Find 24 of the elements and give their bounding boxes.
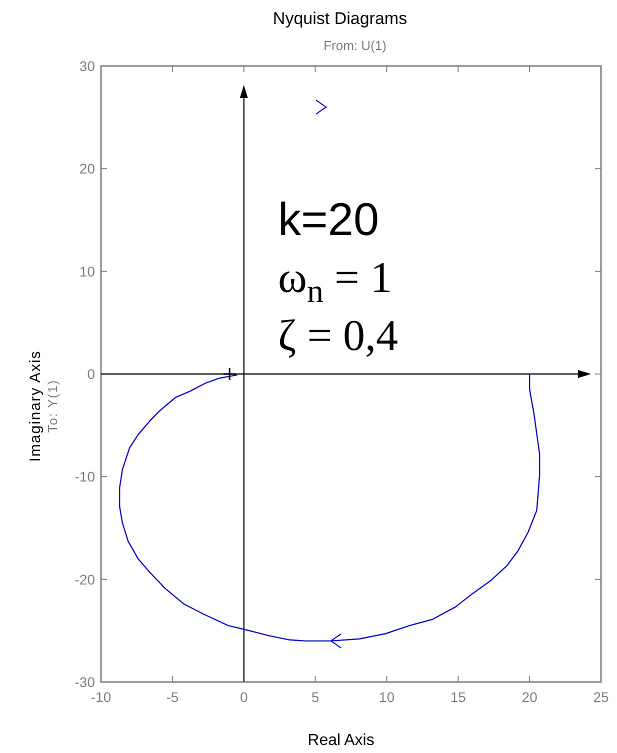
text: To: Y(1)	[45, 379, 60, 433]
y-tick-label: 10	[79, 263, 96, 280]
x-tick-label: 10	[378, 689, 395, 705]
y-tick-label: -20	[74, 571, 96, 588]
y-tick-label: 30	[79, 58, 96, 74]
y-axis-title: Imaginary Axis	[27, 350, 44, 462]
x-tick-label: -10	[90, 689, 112, 705]
x-tick-label: 0	[240, 689, 248, 705]
x-tick-label: 20	[522, 689, 538, 705]
x-tick-label: -5	[166, 689, 179, 705]
line-series	[118, 373, 540, 642]
x-axis-title: Real Axis	[308, 732, 374, 749]
y-tick-label: -30	[74, 674, 96, 690]
annotation: ω$_{n}$ = 1	[278, 253, 392, 310]
chart-subtitle: From: U(1)	[324, 38, 386, 53]
x-tick-label: 15	[450, 689, 466, 705]
x-tick-label: 25	[593, 689, 609, 705]
y-tick-label: 20	[79, 160, 96, 177]
y-tick-label: 0	[87, 366, 96, 382]
chart-title: Nyquist Diagrams	[272, 9, 408, 28]
x-tick-label: 5	[311, 689, 320, 705]
y-tick-label: -10	[74, 468, 96, 485]
annotation: ζ = 0,4	[278, 311, 398, 360]
annotation: k=20	[278, 193, 380, 245]
